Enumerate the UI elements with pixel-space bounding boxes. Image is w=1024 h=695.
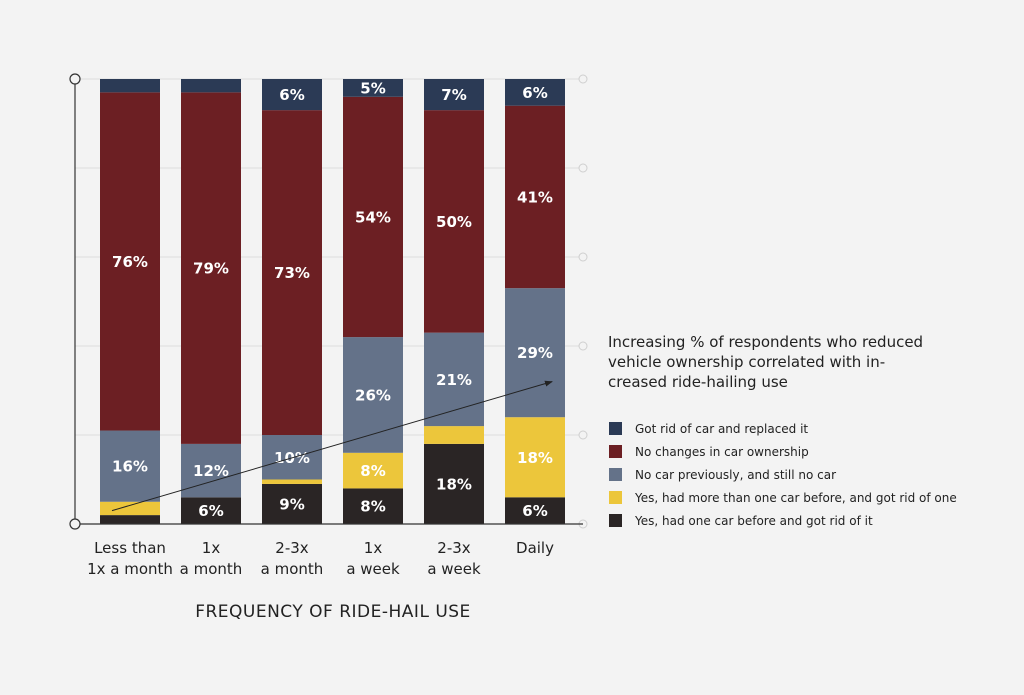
bar-segment <box>100 515 160 524</box>
annotation-text: Increasing % of respondents who reduced v… <box>608 332 948 392</box>
bar-segment <box>100 92 160 431</box>
trend-arrow-line <box>111 380 553 512</box>
tick-dot <box>578 163 588 173</box>
legend-label: No car previously, and still no car <box>635 467 837 482</box>
bar-segment <box>181 79 241 93</box>
x-tick-label: 1x a month <box>179 539 243 578</box>
bar-segment <box>343 79 403 97</box>
tick-dot <box>578 341 588 351</box>
legend-label: Got rid of car and replaced it <box>635 421 809 436</box>
bar-segment <box>262 483 322 524</box>
x-tick-label: 2-3x a month <box>260 539 324 578</box>
legend-swatch <box>609 445 622 458</box>
bar-segment <box>100 501 160 516</box>
data-label: 6% <box>522 502 547 520</box>
data-label: 73% <box>274 264 310 282</box>
legend-label: Yes, had one car before and got rid of i… <box>635 513 873 528</box>
bar-segment <box>100 79 160 93</box>
legend-swatch <box>609 468 622 481</box>
legend-item: Got rid of car and replaced it <box>609 417 957 440</box>
x-tick-label: 2-3x a week <box>427 539 481 578</box>
tick-dot <box>578 430 588 440</box>
data-label: 6% <box>522 84 547 102</box>
data-label: 79% <box>193 260 229 278</box>
data-label: 8% <box>360 462 385 480</box>
data-label: 5% <box>360 79 385 97</box>
bar-segment <box>343 452 403 489</box>
x-axis-title: FREQUENCY OF RIDE-HAIL USE <box>195 602 471 622</box>
bar-segment <box>505 497 565 524</box>
bar-segment <box>424 79 484 111</box>
annotation-line: creased ride-hailing use <box>608 373 788 391</box>
data-label: 21% <box>436 371 472 389</box>
bar-segment <box>505 417 565 498</box>
bar-segment <box>343 488 403 524</box>
bars <box>100 79 565 524</box>
data-labels: 16%76%6%12%79%9%10%73%6%8%8%26%54%5%18%2… <box>112 79 553 520</box>
x-tick-label: Daily <box>516 539 554 557</box>
legend-item: No car previously, and still no car <box>609 463 957 486</box>
bar-segment <box>181 92 241 444</box>
data-label: 9% <box>279 495 304 513</box>
axes <box>69 73 588 530</box>
x-tick-label: 1x a week <box>346 539 400 578</box>
data-label: 12% <box>193 462 229 480</box>
data-label: 29% <box>517 344 553 362</box>
annotation-line: vehicle ownership correlated with in- <box>608 353 886 371</box>
bar-segment <box>262 435 322 480</box>
legend-item: Yes, had one car before and got rid of i… <box>609 509 957 532</box>
tick-dot <box>578 252 588 262</box>
bar-segment <box>262 479 322 484</box>
data-label: 18% <box>517 449 553 467</box>
bar-segment <box>424 110 484 333</box>
bar-segment <box>424 443 484 524</box>
legend-label: Yes, had more than one car before, and g… <box>635 490 957 505</box>
bar-segment <box>343 337 403 453</box>
bar-segment <box>343 96 403 338</box>
legend-swatch <box>609 422 622 435</box>
data-label: 50% <box>436 213 472 231</box>
bar-segment <box>181 497 241 524</box>
bar-segment <box>505 105 565 289</box>
trend-arrow <box>111 380 553 512</box>
bar-segment <box>181 443 241 498</box>
data-label: 76% <box>112 253 148 271</box>
bar-segment <box>100 430 160 502</box>
tick-dot <box>578 74 588 84</box>
annotation-line: Increasing % of respondents who reduced <box>608 333 924 351</box>
bar-segment <box>424 426 484 444</box>
x-tick-label: Less than 1x a month <box>87 539 173 578</box>
legend: Got rid of car and replaced it No changes… <box>609 417 957 532</box>
data-label: 6% <box>279 86 304 104</box>
data-label: 54% <box>355 208 391 226</box>
legend-swatch <box>609 491 622 504</box>
axis-end-dot <box>69 73 81 85</box>
axis-origin-dot <box>69 518 81 530</box>
bar-segment <box>505 288 565 418</box>
data-label: 6% <box>198 502 223 520</box>
data-label: 8% <box>360 498 385 516</box>
data-label: 7% <box>441 86 466 104</box>
legend-label: No changes in car ownership <box>635 444 809 459</box>
data-label: 16% <box>112 458 148 476</box>
bar-segment <box>505 79 565 106</box>
legend-swatch <box>609 514 622 527</box>
legend-item: Yes, had more than one car before, and g… <box>609 486 957 509</box>
data-label: 26% <box>355 386 391 404</box>
bar-segment <box>262 110 322 436</box>
data-label: 18% <box>436 475 472 493</box>
data-label: 41% <box>517 188 553 206</box>
bar-segment <box>262 79 322 111</box>
legend-item: No changes in car ownership <box>609 440 957 463</box>
